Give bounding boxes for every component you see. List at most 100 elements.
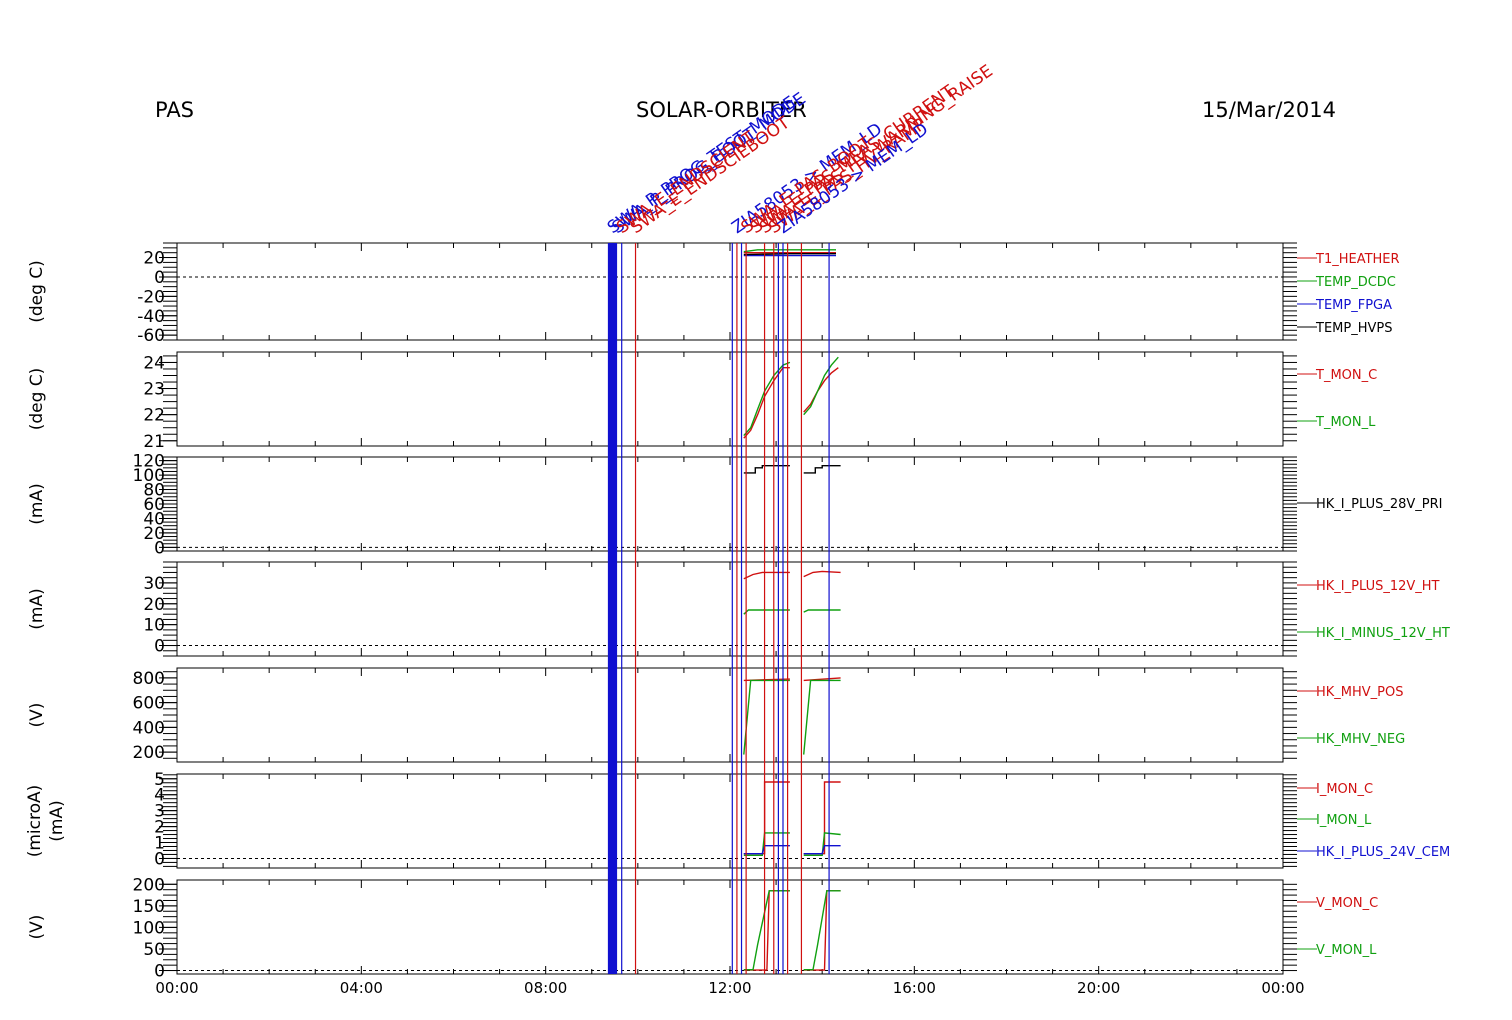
legend-label: T_MON_C xyxy=(1315,368,1377,383)
series-line-v-mon-c xyxy=(743,890,841,971)
y-tick-label: 0 xyxy=(154,637,165,657)
y-tick-label: 0 xyxy=(154,962,165,982)
y-tick-label: 4 xyxy=(154,786,165,806)
legend-label: HK_MHV_NEG xyxy=(1316,732,1405,747)
chart-panels: 200-20-40-60(deg C)T1_HEATHERTEMP_DCDCTE… xyxy=(25,242,1450,982)
y-tick-label: 0 xyxy=(154,268,165,288)
y-axis-label: (mA) xyxy=(27,483,47,524)
y-tick-label: 5 xyxy=(154,770,165,790)
y-tick-label: 10 xyxy=(143,616,165,636)
series-line-t-mon-c xyxy=(743,367,839,439)
header-center-title: SOLAR-ORBITER xyxy=(636,98,807,122)
panel-1: 200-20-40-60 (deg C) T1_HEATHER TEMP_DCDC TE… xyxy=(27,242,1400,346)
series-line-hk-i-plus-12v-ht xyxy=(743,570,841,580)
y-tick-label: 100 xyxy=(133,918,165,938)
y-tick-label: 150 xyxy=(133,897,165,917)
legend-label: HK_I_PLUS_24V_CEM xyxy=(1316,845,1450,860)
x-tick-label: 16:00 xyxy=(893,979,936,997)
y-tick-label: 0 xyxy=(154,849,165,869)
x-tick-label: 04:00 xyxy=(340,979,383,997)
y-tick-label: 400 xyxy=(133,718,165,738)
legend-label: V_MON_L xyxy=(1316,943,1377,958)
panel-frame xyxy=(176,456,1284,552)
y-tick-label: 20 xyxy=(143,595,165,615)
y-tick-label: 60 xyxy=(143,495,165,515)
y-tick-label: 20 xyxy=(143,524,165,544)
panel-frame xyxy=(176,561,1284,657)
series-line-temp-hvps xyxy=(743,253,836,256)
panel-2: 24 23 22 21 (deg C) T_MON_C T_MON_L xyxy=(27,351,1377,452)
x-tick-label: 00:00 xyxy=(155,979,198,997)
series-line-hk-i-minus-12v-ht xyxy=(743,609,841,615)
y-tick-label: 0 xyxy=(154,538,165,558)
y-tick-label: 100 xyxy=(133,466,165,486)
legend-label: I_MON_L xyxy=(1316,813,1372,828)
panel-frame xyxy=(176,879,1284,975)
y-axis-label: (deg C) xyxy=(27,260,47,323)
x-tick-label: 08:00 xyxy=(524,979,567,997)
y-tick-label: 50 xyxy=(143,940,165,960)
x-tick-label: 12:00 xyxy=(708,979,751,997)
x-tick-label: 20:00 xyxy=(1077,979,1120,997)
y-tick-label: 20 xyxy=(143,249,165,269)
series-line-t-mon-l xyxy=(743,356,839,437)
y-tick-label: 200 xyxy=(133,875,165,895)
y-tick-label: 600 xyxy=(133,694,165,714)
legend-label: HK_I_PLUS_28V_PRI xyxy=(1316,497,1442,512)
y-tick-label: -40 xyxy=(137,307,165,327)
panel-frame xyxy=(176,351,1284,447)
series-line-hk-i-plus-28v-pri xyxy=(743,465,841,474)
y-tick-label: 30 xyxy=(143,574,165,594)
series-line-hk-i-plus-24v-cem xyxy=(743,845,841,855)
y-axis-label: (V) xyxy=(27,703,47,728)
series-line-i-mon-l xyxy=(743,832,841,856)
legend-label: HK_I_PLUS_12V_HT xyxy=(1316,579,1440,594)
panel-5: 800 600 400 200 (V) HK_MHV_POS HK_MHV_NEG xyxy=(27,667,1405,763)
legend-label: TEMP_HVPS xyxy=(1315,321,1392,336)
y-tick-label: 3 xyxy=(154,802,165,822)
panel-frame xyxy=(176,242,1284,341)
legend-label: I_MON_C xyxy=(1316,782,1373,797)
legend-label: TEMP_DCDC xyxy=(1315,275,1396,290)
y-tick-label: 80 xyxy=(143,481,165,501)
series-line-temp-dcdc xyxy=(743,249,836,253)
y-tick-label: -20 xyxy=(137,287,165,307)
y-tick-label: 23 xyxy=(143,380,165,400)
y-tick-label: 120 xyxy=(133,452,165,472)
time-axis: 00:00 04:00 08:00 12:00 16:00 20:00 00:00 xyxy=(155,979,1304,997)
series-line-hk-mhv-neg xyxy=(743,679,841,755)
y-tick-label: 22 xyxy=(143,406,165,426)
y-tick-label: 21 xyxy=(143,432,165,452)
y-axis-label: (mA) xyxy=(27,588,47,629)
legend-label: HK_I_MINUS_12V_HT xyxy=(1316,626,1450,641)
chart-event-markers: SWA_P_PROG_TEST_MODESWA_P_PROG_BOOT_MODE… xyxy=(604,61,997,974)
panel-frame xyxy=(176,667,1284,763)
y-axis-label: (deg C) xyxy=(27,368,47,431)
y-tick-label: -60 xyxy=(137,326,165,346)
legend-label: TEMP_FPGA xyxy=(1315,298,1392,313)
y-axis-label: (microA) xyxy=(25,785,45,858)
header-right-date: 15/Mar/2014 xyxy=(1202,98,1336,122)
y-tick-label: 1 xyxy=(154,834,165,854)
legend-label: T_MON_L xyxy=(1315,415,1376,430)
x-tick-label: 00:00 xyxy=(1261,979,1304,997)
series-line-i-mon-c xyxy=(743,781,841,855)
legend-label: T1_HEATHER xyxy=(1315,252,1400,267)
series-line-v-mon-l xyxy=(743,890,841,971)
y-tick-label: 200 xyxy=(133,743,165,763)
event-block-blue xyxy=(607,243,618,974)
y-axis-label: (V) xyxy=(27,915,47,940)
y-tick-label: 2 xyxy=(154,818,165,838)
y-tick-label: 24 xyxy=(143,353,165,373)
y-tick-label: 40 xyxy=(143,509,165,529)
y-axis-label-secondary: (mA) xyxy=(47,800,67,841)
legend-label: V_MON_C xyxy=(1316,896,1378,911)
y-tick-label: 800 xyxy=(133,669,165,689)
panel-frame xyxy=(176,773,1284,869)
